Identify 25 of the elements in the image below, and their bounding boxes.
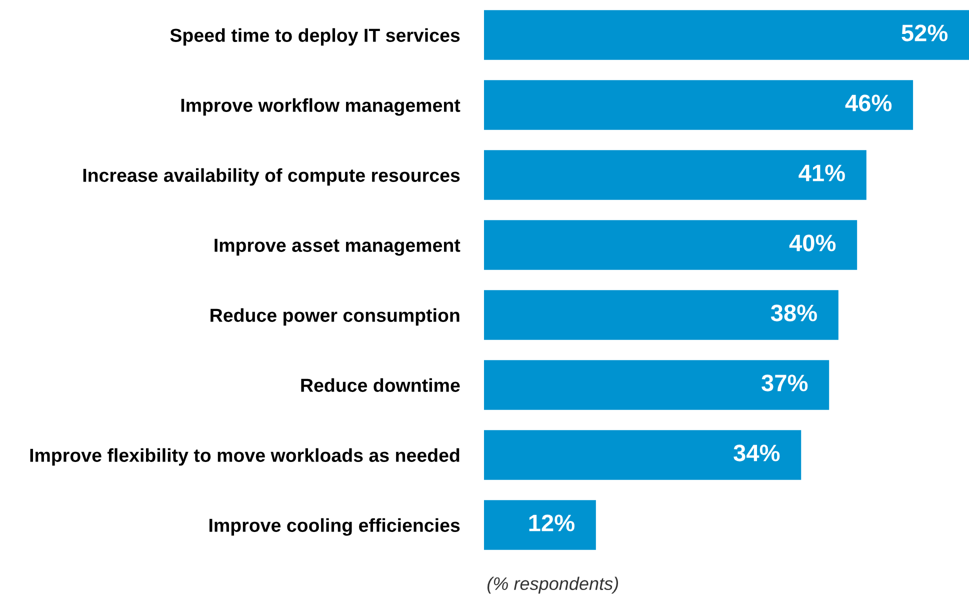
y-tick-label: Improve cooling efficiencies <box>210 518 460 536</box>
bar <box>484 220 858 270</box>
bar <box>484 430 802 480</box>
data-label: 46% <box>845 94 892 112</box>
data-label: 52% <box>902 24 948 42</box>
y-tick-label: Improve flexibility to move workloads as needed <box>30 448 460 466</box>
y-tick-label: Improve workflow management <box>181 98 460 116</box>
y-tick-label: Reduce power consumption <box>210 308 460 326</box>
bar <box>484 500 596 550</box>
data-label: 37% <box>762 374 808 392</box>
data-label: 40% <box>789 234 836 252</box>
bar <box>484 290 838 340</box>
data-label: 34% <box>734 444 780 462</box>
data-label: 41% <box>798 164 845 182</box>
bar <box>484 150 866 200</box>
bar <box>484 360 830 410</box>
bar <box>484 80 914 130</box>
data-label: 38% <box>770 304 817 322</box>
x-axis-title: (% respondents) <box>487 576 618 594</box>
bar <box>484 10 969 60</box>
y-tick-label: Speed time to deploy IT services <box>170 28 460 46</box>
data-label: 12% <box>529 514 574 532</box>
y-tick-label: Increase availability of compute resources <box>83 168 460 186</box>
y-tick-label: Reduce downtime <box>301 378 460 392</box>
y-tick-label: Improve asset management <box>214 238 460 256</box>
